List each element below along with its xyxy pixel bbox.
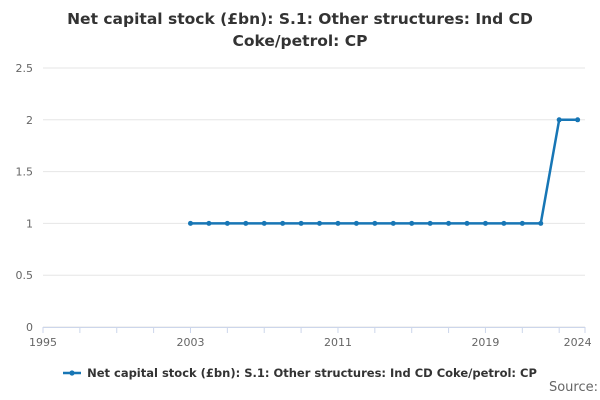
y-axis-tick-label: 0	[26, 321, 33, 334]
chart-title-line-1: Net capital stock (£bn): S.1: Other stru…	[67, 10, 533, 28]
data-point-marker[interactable]	[224, 220, 230, 226]
y-axis-tick-label: 2.5	[16, 62, 34, 75]
data-point-marker[interactable]	[427, 220, 433, 226]
data-point-marker[interactable]	[298, 220, 304, 226]
legend-line-marker-icon	[63, 370, 82, 376]
data-point-marker[interactable]	[261, 220, 267, 226]
y-axis-tick-label: 1.5	[16, 166, 34, 179]
chart-title-line-2: Coke/petrol: CP	[232, 32, 368, 50]
data-point-marker[interactable]	[409, 220, 415, 226]
chart-title: Net capital stock (£bn): S.1: Other stru…	[0, 8, 600, 52]
y-axis-tick-label: 2	[26, 114, 33, 127]
data-point-marker[interactable]	[206, 220, 212, 226]
x-axis-tick-label: 1995	[29, 336, 57, 349]
legend-item[interactable]: Net capital stock (£bn): S.1: Other stru…	[0, 364, 600, 382]
data-point-marker[interactable]	[372, 220, 378, 226]
data-point-marker[interactable]	[556, 117, 562, 123]
data-point-marker[interactable]	[390, 220, 396, 226]
x-axis-tick-label: 2011	[324, 336, 352, 349]
data-point-marker[interactable]	[575, 117, 581, 123]
x-axis-tick-label: 2003	[176, 336, 204, 349]
series-line[interactable]	[189, 118, 579, 225]
data-point-marker[interactable]	[280, 220, 286, 226]
data-point-marker[interactable]	[187, 220, 193, 226]
data-point-marker[interactable]	[243, 220, 249, 226]
x-axis-tick-label: 2024	[564, 336, 592, 349]
data-point-marker[interactable]	[538, 220, 544, 226]
data-point-marker[interactable]	[335, 220, 341, 226]
data-point-marker[interactable]	[353, 220, 359, 226]
data-point-marker[interactable]	[501, 220, 507, 226]
legend-series-label: Net capital stock (£bn): S.1: Other stru…	[87, 366, 537, 380]
data-point-marker[interactable]	[482, 220, 488, 226]
data-point-marker[interactable]	[519, 220, 525, 226]
source-note: Source:	[548, 380, 598, 395]
data-point-marker[interactable]	[446, 220, 452, 226]
x-axis-tick-label: 2019	[471, 336, 499, 349]
data-point-marker[interactable]	[317, 220, 323, 226]
data-point-marker[interactable]	[464, 220, 470, 226]
y-axis-tick-label: 0.5	[16, 269, 34, 282]
y-axis-tick-label: 1	[26, 217, 33, 230]
